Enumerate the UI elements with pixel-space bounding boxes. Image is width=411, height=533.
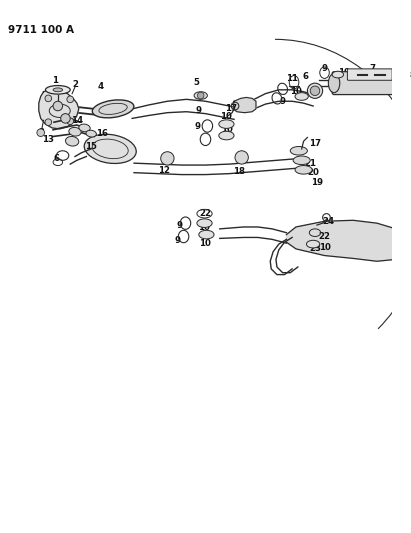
Ellipse shape [219,131,234,140]
Text: 17: 17 [309,139,321,148]
Text: 19: 19 [311,177,323,187]
Ellipse shape [332,71,344,78]
Ellipse shape [194,92,208,99]
Text: 20: 20 [307,168,319,177]
Text: 5: 5 [193,78,199,87]
Text: 7: 7 [369,64,375,74]
Ellipse shape [307,83,323,99]
Text: 10: 10 [338,68,349,77]
Ellipse shape [86,130,97,137]
Text: 22: 22 [319,232,330,241]
Ellipse shape [293,156,310,165]
Circle shape [61,114,70,123]
Text: 12: 12 [159,166,171,175]
Text: 9: 9 [175,236,181,245]
Text: 6: 6 [302,72,309,81]
Ellipse shape [328,74,340,93]
Ellipse shape [199,230,214,239]
Ellipse shape [65,136,79,146]
Text: 17: 17 [225,104,237,114]
Text: 10: 10 [290,87,302,96]
Polygon shape [286,220,411,261]
Ellipse shape [84,134,136,164]
Ellipse shape [92,100,134,118]
Ellipse shape [295,93,308,100]
Circle shape [45,95,52,102]
Text: 22: 22 [199,209,212,218]
Text: 9: 9 [177,221,183,230]
Text: 9711 100 A: 9711 100 A [8,25,74,35]
Ellipse shape [69,127,81,136]
Text: 10: 10 [319,244,330,253]
Text: 2: 2 [72,79,78,88]
Text: 10: 10 [199,239,210,248]
Text: 6: 6 [54,154,60,163]
Text: 4: 4 [98,82,104,91]
Circle shape [67,96,74,103]
Text: 3: 3 [39,128,45,137]
Ellipse shape [398,75,407,92]
Polygon shape [39,90,79,129]
FancyBboxPatch shape [332,72,404,94]
Circle shape [235,151,248,164]
Text: 24: 24 [322,217,335,226]
Text: 18: 18 [233,167,245,176]
Text: 14: 14 [71,116,83,125]
Text: 23: 23 [309,244,321,253]
Text: 13: 13 [42,135,54,144]
Text: 10: 10 [219,112,231,121]
Circle shape [161,152,174,165]
Text: 16: 16 [96,129,108,138]
Circle shape [45,119,52,126]
Text: 15: 15 [85,142,97,151]
Ellipse shape [307,240,320,248]
Text: 1: 1 [52,76,58,85]
Ellipse shape [197,219,212,228]
Text: 21: 21 [304,159,316,168]
Circle shape [310,86,320,95]
Circle shape [67,118,74,125]
Ellipse shape [79,124,90,132]
Ellipse shape [295,166,312,174]
Ellipse shape [290,147,307,155]
Circle shape [53,101,62,111]
Polygon shape [233,98,256,112]
Text: 8: 8 [409,71,411,80]
Text: 10: 10 [222,125,233,134]
Text: 9: 9 [196,106,202,115]
Circle shape [197,92,204,99]
Ellipse shape [219,120,234,128]
Circle shape [37,129,44,136]
Text: 10: 10 [198,223,210,232]
Text: 9: 9 [279,97,286,106]
Ellipse shape [53,88,62,92]
Text: 11: 11 [286,74,298,83]
Text: 9: 9 [321,64,328,74]
Text: 9: 9 [195,122,201,131]
Ellipse shape [46,85,70,94]
FancyBboxPatch shape [347,69,392,80]
